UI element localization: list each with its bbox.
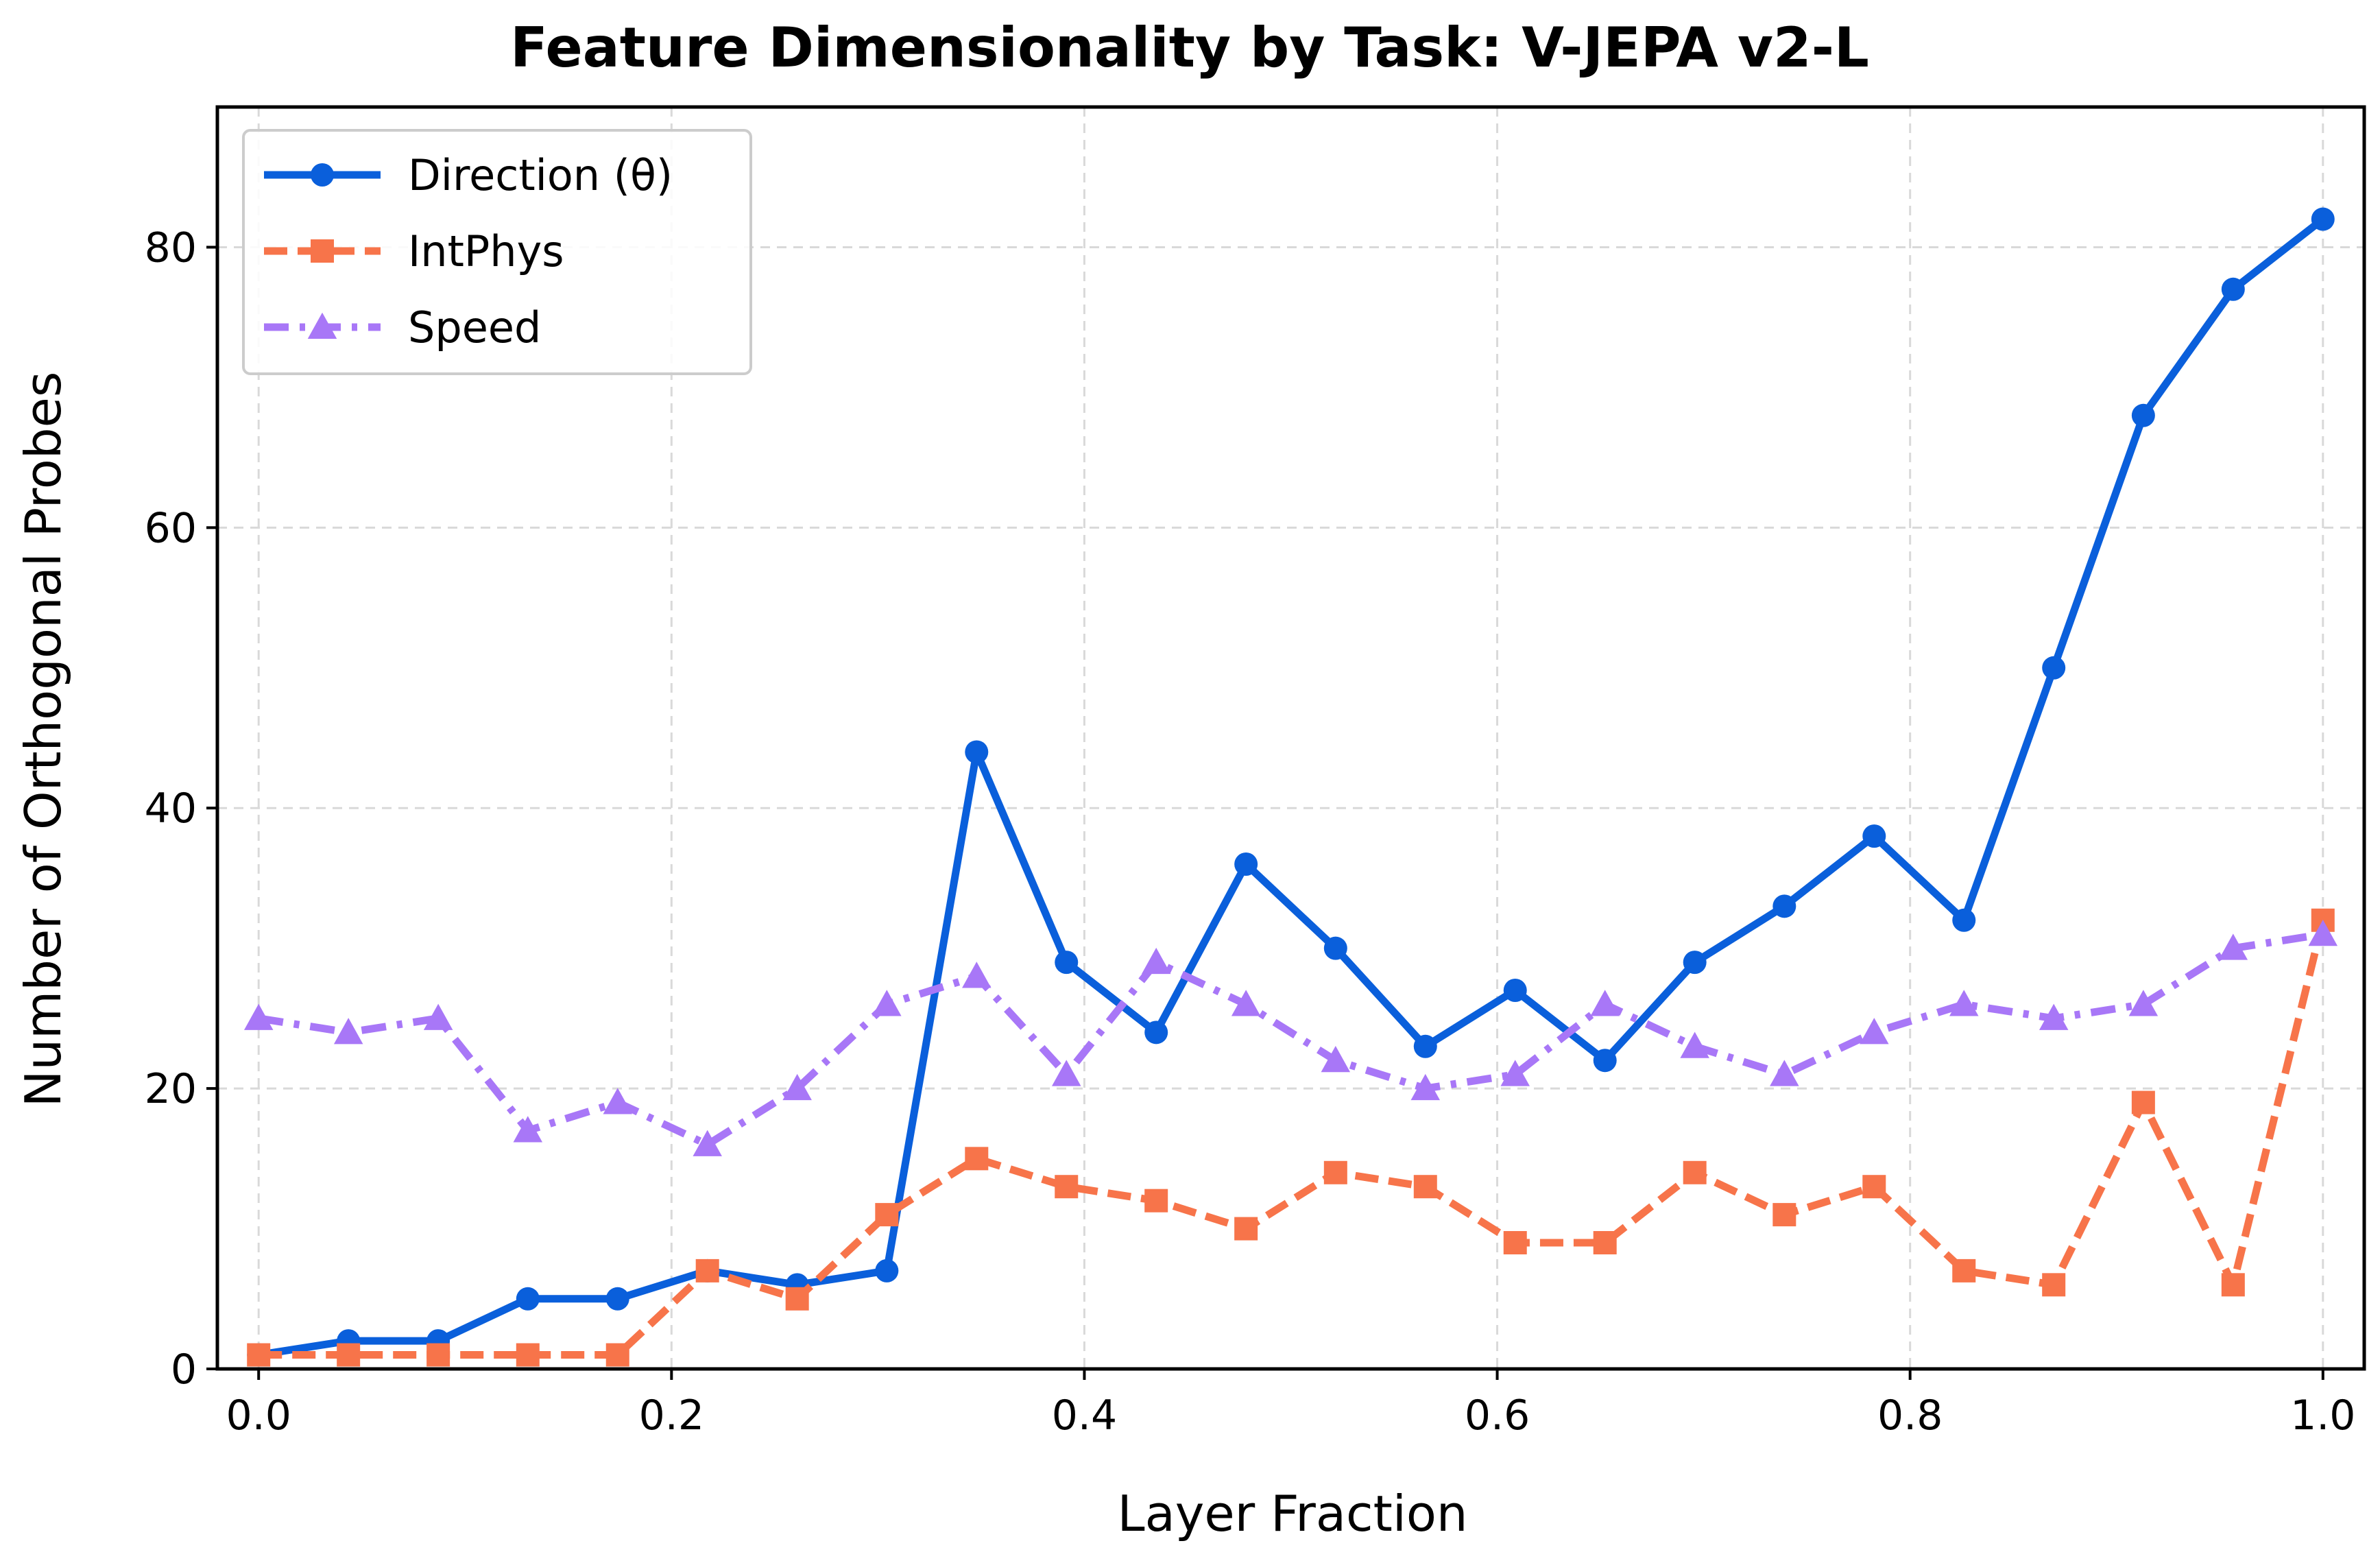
data-point-speed [1231, 990, 1261, 1016]
data-point-speed [243, 1003, 274, 1030]
data-point-direction [516, 1287, 540, 1311]
data-point-direction [1323, 936, 1347, 960]
data-point-speed [603, 1088, 633, 1114]
data-point-speed [1770, 1060, 1799, 1086]
data-point-intphys [965, 1147, 989, 1171]
data-point-speed [1500, 1060, 1530, 1086]
data-point-direction [2221, 277, 2245, 301]
data-point-speed [1321, 1045, 1351, 1073]
data-point-intphys [605, 1343, 629, 1367]
data-point-direction [1593, 1049, 1617, 1073]
data-point-direction [1952, 908, 1976, 932]
series-line-intphys [259, 919, 2327, 1359]
data-point-speed [2128, 990, 2159, 1016]
data-point-intphys [2042, 1273, 2066, 1297]
data-point-direction [1862, 824, 1886, 848]
y-tick-label: 80 [145, 224, 197, 272]
data-point-intphys [516, 1343, 540, 1367]
data-point-speed [782, 1073, 812, 1101]
data-point-intphys [2221, 1273, 2245, 1297]
x-tick-label: 0.2 [639, 1392, 704, 1440]
data-point-intphys [1323, 1160, 1347, 1184]
data-point-speed [2308, 919, 2338, 946]
x-tick-label: 0.8 [1877, 1392, 1943, 1440]
data-point-speed [513, 1116, 543, 1143]
data-point-intphys [247, 1343, 271, 1367]
legend-marker-intphys [311, 239, 334, 263]
data-point-intphys [1772, 1203, 1796, 1227]
data-point-direction [605, 1287, 629, 1311]
x-tick-label: 0.6 [1465, 1392, 1530, 1440]
data-point-intphys [1503, 1231, 1527, 1254]
y-tick-label: 20 [145, 1065, 197, 1113]
data-point-intphys [1144, 1189, 1168, 1213]
data-point-intphys [1952, 1258, 1976, 1282]
data-point-speed [1680, 1031, 1709, 1058]
x-axis-label: Layer Fraction [1117, 1485, 1467, 1542]
data-point-speed [2039, 1003, 2069, 1030]
data-point-direction [1503, 979, 1527, 1002]
data-point-direction [965, 740, 989, 764]
data-point-intphys [1234, 1217, 1258, 1241]
data-point-direction [2042, 656, 2066, 680]
data-point-direction [2311, 207, 2335, 231]
data-point-intphys [785, 1287, 809, 1311]
data-point-speed [2218, 933, 2248, 960]
data-point-intphys [875, 1203, 899, 1227]
series-speed [243, 919, 2338, 1156]
y-tick-label: 0 [171, 1346, 197, 1394]
data-point-intphys [426, 1343, 450, 1367]
data-point-speed [333, 1018, 363, 1045]
data-point-speed [1141, 947, 1171, 975]
chart-title: Feature Dimensionality by Task: V-JEPA v… [510, 16, 1869, 80]
y-axis-label: Number of Orthogonal Probes [14, 372, 72, 1108]
data-point-direction [1234, 852, 1258, 876]
data-point-direction [1055, 951, 1079, 975]
axis-ticks: 0.0 0.2 0.4 0.6 0.8 1.0 0 20 40 60 80 [145, 224, 2356, 1440]
data-point-direction [1413, 1034, 1437, 1058]
series-group [243, 207, 2338, 1367]
legend-marker-speed [307, 312, 337, 339]
data-point-intphys [2131, 1090, 2155, 1114]
data-point-direction [1772, 894, 1796, 918]
data-point-intphys [1413, 1175, 1437, 1199]
data-point-intphys [1683, 1160, 1707, 1184]
data-point-intphys [337, 1343, 361, 1367]
data-point-speed [423, 1003, 453, 1030]
data-point-speed [1590, 990, 1620, 1016]
data-point-speed [1860, 1018, 1889, 1045]
data-point-intphys [1055, 1175, 1079, 1199]
data-point-direction [2131, 403, 2155, 427]
data-point-speed [1410, 1073, 1441, 1101]
data-point-direction [1683, 951, 1707, 975]
data-point-speed [962, 962, 991, 988]
series-line-direction [258, 216, 2326, 1359]
plot-frame [215, 105, 2366, 1371]
data-point-speed [1949, 990, 1979, 1016]
data-point-speed [693, 1130, 722, 1156]
data-point-direction [875, 1258, 899, 1282]
y-tick-label: 40 [145, 785, 197, 833]
legend-box [242, 129, 752, 375]
x-tick-label: 0.4 [1052, 1392, 1117, 1440]
legend: Direction (θ) IntPhys Speed [242, 129, 752, 375]
y-tick-label: 60 [145, 504, 197, 552]
series-line-speed [258, 930, 2324, 1149]
legend-label-speed: Speed [408, 302, 541, 353]
data-point-intphys [1593, 1231, 1617, 1254]
legend-label-intphys: IntPhys [408, 226, 564, 276]
x-tick-label: 0.0 [226, 1392, 291, 1440]
data-point-speed [1052, 1060, 1081, 1086]
data-point-intphys [695, 1258, 719, 1282]
data-point-direction [1144, 1021, 1168, 1045]
data-point-speed [872, 990, 902, 1016]
x-tick-label: 1.0 [2290, 1392, 2355, 1440]
legend-marker-direction [311, 163, 334, 187]
legend-label-direction: Direction (θ) [408, 150, 673, 200]
data-point-intphys [1862, 1175, 1886, 1199]
